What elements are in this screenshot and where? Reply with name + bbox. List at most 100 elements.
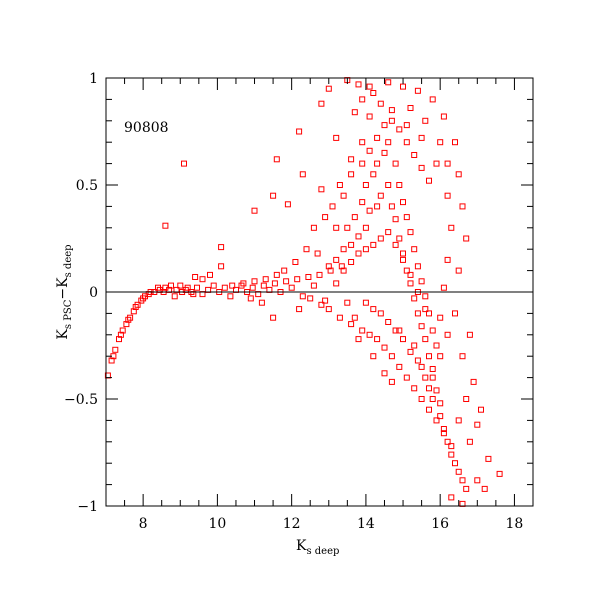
x-axis-label-main: K xyxy=(296,538,307,554)
data-point xyxy=(381,149,388,156)
data-point xyxy=(288,284,295,291)
data-point xyxy=(411,295,418,302)
data-point xyxy=(414,357,421,364)
data-point xyxy=(336,314,343,321)
data-point xyxy=(422,293,429,300)
data-point xyxy=(218,263,225,270)
data-point xyxy=(396,235,403,242)
data-point xyxy=(296,128,303,135)
data-point xyxy=(116,336,122,343)
data-point xyxy=(348,241,355,248)
data-point xyxy=(433,342,440,349)
data-point xyxy=(385,139,392,146)
data-point xyxy=(333,224,340,231)
data-point xyxy=(307,295,314,302)
y-axis-label-sub1: s PSC xyxy=(63,299,74,329)
data-point xyxy=(348,321,355,328)
data-point xyxy=(199,276,206,283)
data-point xyxy=(418,278,425,285)
data-point xyxy=(377,192,384,199)
data-point xyxy=(426,177,432,184)
data-point xyxy=(359,327,366,334)
data-point xyxy=(374,160,381,167)
data-point xyxy=(403,374,410,381)
data-point xyxy=(437,353,444,360)
data-point xyxy=(271,280,278,287)
data-point xyxy=(299,293,306,300)
x-axis-label-sub: s deep xyxy=(306,546,339,557)
data-point xyxy=(388,378,395,385)
data-point xyxy=(327,267,334,274)
data-point xyxy=(377,310,384,317)
data-point xyxy=(385,319,392,325)
data-point xyxy=(448,451,455,458)
data-point xyxy=(422,336,429,343)
data-point xyxy=(240,280,247,287)
data-point xyxy=(310,224,317,231)
data-point xyxy=(366,147,373,154)
data-point xyxy=(348,171,355,178)
data-point xyxy=(433,417,440,424)
data-point xyxy=(392,327,399,334)
data-point xyxy=(418,396,425,402)
data-point xyxy=(459,203,466,210)
data-point xyxy=(418,323,425,330)
data-point xyxy=(381,370,388,377)
data-point xyxy=(322,297,329,304)
data-point xyxy=(251,207,258,214)
data-point xyxy=(366,331,373,338)
data-point xyxy=(407,105,414,111)
data-point xyxy=(377,100,384,107)
plot-frame xyxy=(105,77,534,507)
data-point xyxy=(448,494,455,501)
data-point xyxy=(247,295,254,302)
data-point xyxy=(348,156,355,163)
data-point xyxy=(440,284,447,291)
data-point xyxy=(463,235,470,242)
data-point xyxy=(418,363,425,370)
data-point xyxy=(396,327,403,334)
data-point xyxy=(437,400,444,407)
data-point xyxy=(210,282,217,289)
data-point xyxy=(305,274,312,280)
data-point xyxy=(381,122,388,129)
data-point xyxy=(359,160,366,167)
data-point xyxy=(218,244,225,251)
y-tick-label: −1 xyxy=(77,499,98,515)
data-point xyxy=(299,171,306,178)
data-point xyxy=(388,117,395,124)
data-point xyxy=(194,284,200,291)
data-point xyxy=(455,417,462,424)
data-point xyxy=(207,271,213,278)
data-point xyxy=(403,122,410,129)
data-point xyxy=(418,134,425,141)
data-point xyxy=(463,485,470,492)
data-point xyxy=(325,263,332,270)
data-point xyxy=(318,301,325,308)
data-point xyxy=(270,192,277,199)
data-point xyxy=(459,477,466,484)
data-point xyxy=(249,284,256,291)
data-point xyxy=(171,293,178,300)
data-point xyxy=(370,241,377,248)
data-point xyxy=(273,156,280,163)
data-point xyxy=(448,443,455,450)
data-point xyxy=(392,160,399,167)
data-point xyxy=(374,336,381,343)
data-point xyxy=(411,152,418,158)
data-point xyxy=(370,306,377,313)
data-point xyxy=(351,314,358,321)
data-point xyxy=(496,470,503,477)
data-point xyxy=(444,160,451,167)
data-point xyxy=(392,241,399,248)
y-tick-label: 1 xyxy=(89,71,98,87)
data-point xyxy=(370,171,377,178)
data-point xyxy=(310,282,317,289)
data-point xyxy=(444,331,451,338)
data-point xyxy=(414,87,421,94)
data-point xyxy=(388,203,395,210)
data-point xyxy=(444,256,451,263)
data-point xyxy=(474,477,481,484)
data-point xyxy=(340,192,347,199)
data-point xyxy=(359,96,366,103)
